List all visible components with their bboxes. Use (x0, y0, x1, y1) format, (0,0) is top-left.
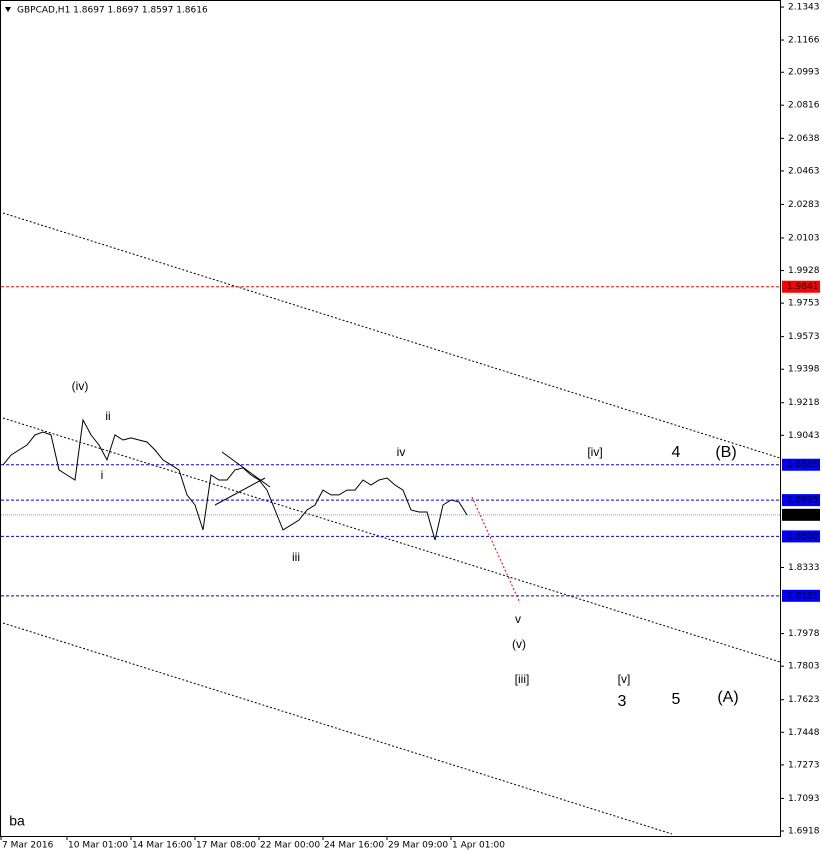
trend-line (2, 212, 781, 459)
wave-label: v (515, 612, 521, 626)
level-label-box (782, 494, 820, 507)
x-tick-label: 24 Mar 16:00 (324, 841, 384, 851)
y-tick-label: 2.0993 (788, 68, 820, 78)
chart-title: GBPCAD,H1 1.8697 1.8697 1.8597 1.8616 (17, 6, 208, 16)
plot-frame (0, 0, 781, 837)
projection-line (471, 496, 521, 604)
x-tick-label: 14 Mar 16:00 (132, 841, 192, 851)
y-tick-label: 1.9218 (788, 398, 820, 408)
wave-label: [v] (618, 672, 631, 686)
wave-label: ba (9, 813, 25, 829)
y-tick-label: 1.7803 (788, 662, 820, 672)
level-label: 1.8181 (787, 591, 819, 601)
triangle-line (221, 451, 271, 488)
level-label-box (782, 280, 820, 293)
menu-arrow[interactable] (5, 7, 11, 12)
level-label-box (782, 530, 820, 543)
y-tick-label: 2.0638 (788, 134, 820, 144)
wave-label: iv (397, 445, 406, 459)
y-tick-label: 1.9398 (788, 365, 820, 375)
y-tick-label: 1.7623 (788, 695, 820, 705)
x-tick-label: 1 Apr 01:00 (452, 841, 505, 851)
wave-label: iii (292, 550, 300, 564)
price-line (2, 418, 468, 541)
trend-lines (2, 212, 781, 835)
x-tick-label: 10 Mar 01:00 (68, 841, 128, 851)
wave-label: i (101, 468, 104, 482)
x-tick-label: 7 Mar 2016 (2, 841, 54, 851)
x-tick-label: 29 Mar 09:00 (388, 841, 448, 851)
level-label-box (782, 458, 820, 471)
trend-line (2, 417, 781, 663)
y-tick-label: 2.1343 (788, 3, 820, 13)
trend-line (2, 622, 673, 835)
y-tick-label: 2.0463 (788, 166, 820, 176)
level-label: 1.8500 (787, 532, 819, 542)
wave-label: 5 (672, 691, 681, 708)
y-tick-label: 1.6918 (788, 826, 820, 836)
level-label: 1.8885 (787, 460, 819, 470)
y-tick-label: 2.0816 (788, 101, 820, 111)
y-tick-label: 1.7093 (788, 794, 820, 804)
wave-label: (iv) (72, 379, 89, 393)
level-label: 1.8695 (787, 496, 819, 506)
y-tick-label: 2.1166 (788, 36, 820, 46)
y-tick-label: 1.9928 (788, 266, 820, 276)
wave-label: (A) (717, 689, 738, 706)
triangle-line (214, 477, 266, 506)
y-tick-label: 2.0283 (788, 200, 820, 210)
y-tick-label: 1.7448 (788, 728, 820, 738)
y-tick-label: 1.8333 (788, 563, 820, 573)
wave-label: [iv] (587, 445, 602, 459)
wave-label: ii (105, 409, 110, 423)
y-tick-label: 1.9043 (788, 431, 820, 441)
x-tick-label: 22 Mar 00:00 (260, 841, 320, 851)
y-tick-label: 1.7273 (788, 760, 820, 770)
level-label-box (782, 589, 820, 602)
level-label: 1.8616 (787, 510, 819, 520)
wave-label: (v) (512, 637, 526, 651)
wave-label: (B) (715, 444, 736, 461)
y-tick-label: 2.0103 (788, 233, 820, 243)
wave-label: [iii] (515, 672, 530, 686)
wave-label: 3 (618, 693, 627, 710)
y-tick-label: 1.9573 (788, 332, 820, 342)
x-tick-label: 17 Mar 08:00 (196, 841, 256, 851)
wave-label: 4 (672, 444, 681, 461)
level-label-box (782, 508, 820, 521)
level-label: 1.9841 (787, 282, 819, 292)
y-tick-label: 1.9753 (788, 299, 820, 309)
y-tick-label: 1.7978 (788, 629, 820, 639)
